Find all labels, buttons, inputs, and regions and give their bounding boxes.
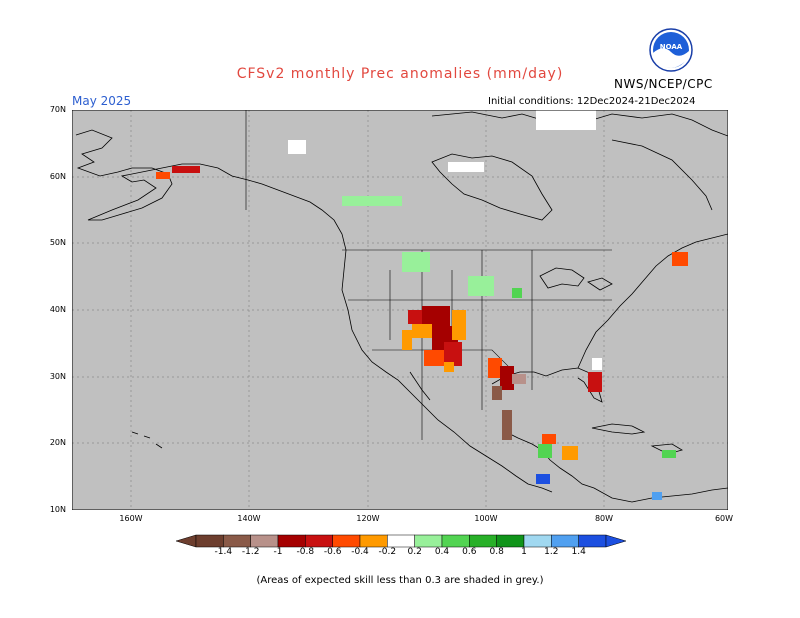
colorbar-swatch: [469, 534, 497, 548]
colorbar-swatch: [551, 534, 579, 548]
colorbar-arrow-right: [605, 534, 627, 548]
graticule: [72, 110, 728, 510]
colorbar-swatch: [578, 534, 607, 548]
colorbar-swatch: [332, 534, 361, 548]
noaa-logo-icon: NOAA: [649, 28, 693, 72]
colorbar-swatch: [223, 534, 251, 548]
colorbar-tick-label: 1.2: [544, 547, 559, 557]
lat-label: 70N: [49, 105, 66, 114]
colorbar-swatch: [496, 534, 525, 548]
lon-label: 60W: [714, 514, 734, 523]
lat-label: 20N: [49, 438, 66, 447]
lat-label: 30N: [49, 372, 66, 381]
colorbar-tick-label: 1.4: [571, 547, 586, 557]
colorbar-tick-label: -1.4: [214, 547, 233, 557]
forecast-month: May 2025: [72, 94, 132, 108]
colorbar-labels: -1.4 -1.2 -1 -0.8 -0.6 -0.4 -0.2 0.2 0.4 0.6 0.8 1 1…: [170, 547, 632, 561]
colorbar-tick-label: 0.2: [407, 547, 422, 557]
colorbar-swatch: [305, 534, 333, 548]
colorbar-tick-label: -0.2: [378, 547, 397, 557]
lon-label: 80W: [594, 514, 614, 523]
map-panel: [72, 110, 728, 510]
colorbar-tick-label: 0.4: [434, 547, 450, 557]
colorbar-arrow-left: [175, 534, 197, 548]
coastlines: [75, 111, 728, 503]
colorbar-swatch: [387, 534, 415, 548]
colorbar-tick-label: -0.8: [296, 547, 315, 557]
colorbar-swatch: [414, 534, 443, 548]
map-background: [72, 110, 728, 510]
colorbar-swatch: [523, 534, 552, 548]
lon-label: 120W: [356, 514, 380, 523]
lat-label: 40N: [49, 305, 66, 314]
lon-label: 160W: [119, 514, 143, 523]
anomaly-cells: [156, 110, 688, 500]
colorbar-swatch: [277, 534, 306, 548]
footnote: (Areas of expected skill less than 0.3 a…: [256, 575, 544, 586]
colorbar-swatch: [195, 534, 224, 548]
colorbar-tick-label: -0.4: [351, 547, 369, 557]
lat-label: 50N: [49, 238, 66, 247]
colorbar-tick-label: -1: [273, 547, 283, 557]
colorbar-tick-label: -1.2: [241, 547, 260, 557]
colorbar-tick-label: -0.6: [323, 547, 342, 557]
lon-label: 140W: [237, 514, 261, 523]
logo-text: NOAA: [660, 43, 683, 51]
colorbar: [175, 534, 627, 548]
lon-label: 100W: [474, 514, 498, 523]
colorbar-tick-label: 0.8: [489, 547, 504, 557]
organization-label: NWS/NCEP/CPC: [614, 77, 713, 91]
map-title: CFSv2 monthly Prec anomalies (mm/day): [236, 66, 564, 82]
lat-label: 60N: [49, 172, 66, 181]
colorbar-tick-label: 1: [521, 547, 527, 557]
colorbar-swatch: [250, 534, 279, 548]
colorbar-swatch: [359, 534, 388, 548]
initial-conditions: Initial conditions: 12Dec2024-21Dec2024: [488, 96, 696, 107]
colorbar-tick-label: 0.6: [462, 547, 477, 557]
lat-label: 10N: [49, 505, 66, 514]
colorbar-swatch: [441, 534, 470, 548]
